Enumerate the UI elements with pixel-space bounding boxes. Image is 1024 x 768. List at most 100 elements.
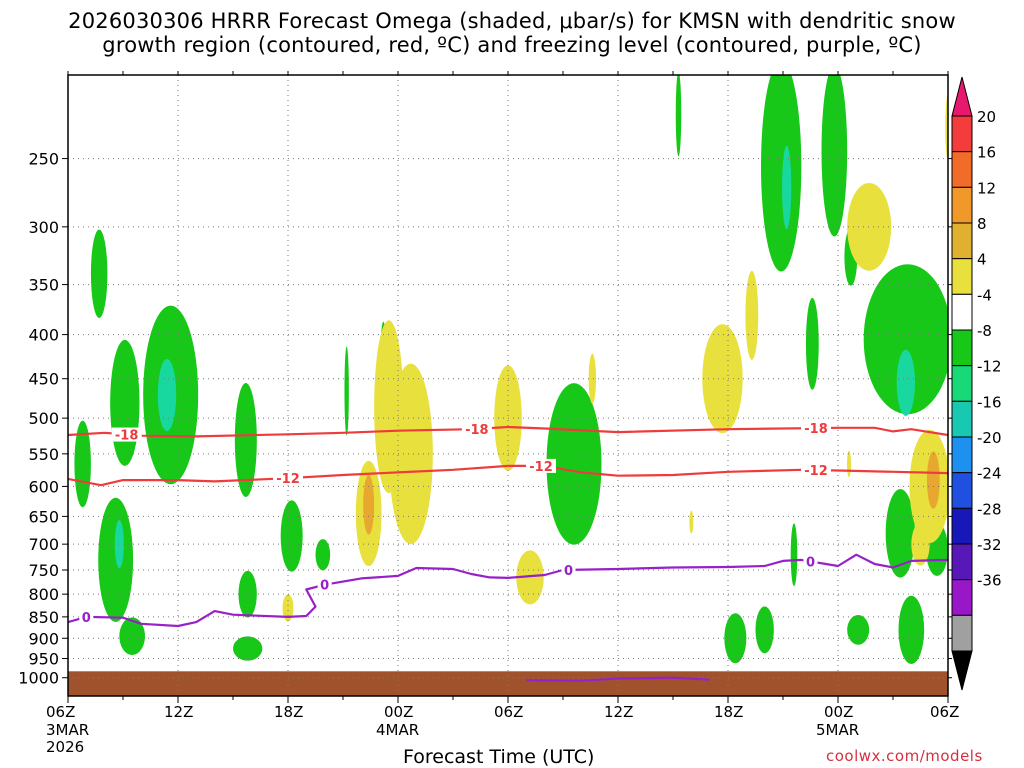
colorbar-swatch	[951, 115, 973, 153]
omega-downward-shade	[282, 594, 294, 622]
omega-downward-shade	[847, 182, 892, 271]
x-tick-label: 00Z	[384, 703, 414, 721]
contour-label-bg	[803, 554, 818, 569]
y-tick-label: 400	[28, 326, 59, 345]
colorbar-swatch	[951, 329, 973, 367]
y-tick-label: 350	[28, 276, 59, 295]
contour-label-bg	[561, 562, 576, 577]
contour-label-bg	[801, 463, 831, 478]
contour-dendritic-bottom	[68, 464, 948, 487]
y-tick-label: 900	[28, 629, 59, 648]
contour-label: -18	[115, 429, 139, 444]
omega-downward-shade	[926, 451, 940, 509]
omega-upward-shade	[119, 617, 145, 656]
y-tick-label: 500	[28, 409, 59, 428]
colorbar-swatch	[951, 186, 973, 224]
x-tick-label: 18Z	[714, 703, 744, 721]
colorbar-label: -24	[977, 465, 1002, 483]
omega-upward-shade	[157, 359, 177, 431]
colorbar-label: 4	[977, 251, 987, 269]
colorbar-top-arrow	[951, 76, 973, 117]
omega-downward-shade	[363, 474, 375, 535]
omega-upward-shade	[315, 539, 331, 571]
y-tick-label: 450	[28, 370, 59, 389]
omega-upward-shade	[546, 383, 602, 545]
y-tick-label: 700	[28, 535, 59, 554]
colorbar-swatch	[951, 472, 973, 509]
contour-label: 0	[564, 564, 573, 579]
x-tick-label: 06Z	[46, 703, 76, 721]
colorbar-label: 16	[977, 144, 996, 162]
omega-upward-shade	[90, 229, 108, 318]
omega-upward-shade	[724, 613, 747, 664]
credit-text: coolwx.com/models	[826, 747, 983, 765]
chart-title-line-2: growth region (contoured, red, ºC) and f…	[102, 33, 922, 57]
y-tick-label: 850	[28, 608, 59, 627]
contour-label: -12	[276, 472, 300, 487]
colorbar-swatch	[951, 222, 973, 260]
contour-label-bg	[111, 427, 142, 442]
colorbar-label: 20	[977, 108, 996, 126]
y-tick-label: 300	[28, 218, 59, 237]
x-tick-label: 00Z	[824, 703, 854, 721]
omega-upward-shade	[238, 570, 257, 618]
omega-upward-shade	[885, 489, 915, 578]
colorbar-label: -4	[977, 286, 992, 304]
contour-label: -12	[529, 460, 553, 475]
omega-upward-shade	[782, 145, 792, 230]
x-tick-date: 4MAR	[376, 721, 420, 739]
omega-upward-shade	[114, 520, 124, 569]
colorbar-label: -16	[977, 393, 1002, 411]
omega-upward-shade	[344, 346, 349, 436]
omega-downward-shade	[745, 270, 759, 360]
x-tick-date: 3MAR	[46, 721, 90, 739]
omega-upward-shade	[896, 349, 915, 416]
contour-freezing-level-surface	[526, 676, 710, 682]
omega-upward-shade	[74, 420, 91, 508]
colorbar: 20 16 12 8 4 -4 -8 -12 -16 -20 -24 -28 -32 -36	[951, 76, 1002, 691]
omega-upward-shade	[755, 606, 774, 654]
colorbar-swatch	[951, 365, 973, 402]
contour-label: -12	[804, 464, 828, 479]
contour-label: 0	[82, 611, 91, 626]
colorbar-swatch	[951, 258, 973, 295]
omega-upward-shade	[847, 614, 870, 645]
contour-label: -18	[465, 423, 489, 438]
contour-label-bg	[79, 609, 94, 624]
colorbar-label: -32	[977, 536, 1002, 554]
colorbar-swatch	[951, 614, 973, 652]
chart-title-line-1: 2026030306 HRRR Forecast Omega (shaded, …	[68, 9, 956, 33]
contour-label-bg	[526, 458, 556, 473]
colorbar-swatch	[951, 151, 973, 188]
omega-downward-shade	[588, 353, 596, 404]
colorbar-swatch	[951, 579, 973, 616]
colorbar-label: -28	[977, 500, 1002, 518]
omega-upward-shade	[98, 497, 134, 622]
colorbar-label: -12	[977, 358, 1002, 376]
omega-upward-shade	[761, 75, 802, 272]
omega-downward-shade	[847, 450, 851, 478]
colorbar-swatch	[951, 293, 973, 331]
plot-area: -18 -18 -18 -12 -12 -12 0 0 0 0	[68, 75, 948, 696]
y-tick-label: 250	[28, 150, 59, 169]
y-tick-label: 1000	[18, 669, 59, 688]
colorbar-swatch	[951, 436, 973, 474]
contour-label-bg	[317, 577, 332, 592]
omega-upward-shade	[675, 75, 682, 157]
colorbar-swatch	[951, 543, 973, 581]
omega-downward-shade	[516, 550, 544, 605]
y-tick-label: 550	[28, 445, 59, 464]
y-tick-label: 800	[28, 585, 59, 604]
contour-label-bg	[461, 421, 492, 436]
omega-upward-shade	[110, 339, 140, 466]
contour-label-bg	[273, 471, 303, 486]
y-tick-label: 600	[28, 477, 59, 496]
colorbar-label: -8	[977, 322, 992, 340]
omega-upward-shade	[821, 75, 848, 237]
contour-label: 0	[320, 579, 329, 594]
colorbar-label: -20	[977, 429, 1002, 447]
omega-upward-shade	[898, 595, 925, 664]
omega-downward-shade	[689, 510, 694, 534]
colorbar-label: -36	[977, 572, 1002, 590]
